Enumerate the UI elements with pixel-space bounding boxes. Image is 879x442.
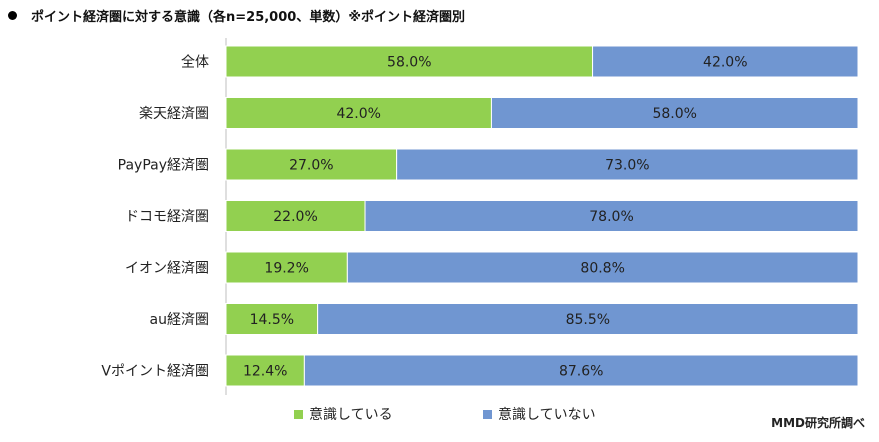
bar-segment-aware bbox=[225, 45, 594, 78]
chart-title-text: ポイント経済圏に対する意識（各n=25,000、単数）※ポイント経済圏別 bbox=[31, 10, 465, 25]
data-label: 42.0% bbox=[703, 55, 747, 71]
category-label: イオン経済圏 bbox=[125, 261, 209, 277]
bar-segment-aware bbox=[225, 251, 348, 284]
legend-label-unaware: 意識していない bbox=[498, 407, 596, 423]
bar-segment-unaware bbox=[364, 200, 859, 232]
bar-segment-unaware bbox=[396, 148, 859, 181]
data-label: 14.5% bbox=[250, 312, 294, 328]
bar-segment-unaware bbox=[303, 354, 859, 387]
data-label: 73.0% bbox=[605, 158, 649, 174]
category-label: 全体 bbox=[181, 54, 209, 71]
data-label: 19.2% bbox=[264, 261, 308, 277]
legend-swatch-unaware bbox=[483, 409, 493, 419]
bar-segment-unaware bbox=[490, 97, 859, 129]
data-label: 87.6% bbox=[559, 364, 603, 380]
data-label: 58.0% bbox=[652, 106, 696, 122]
data-label: 22.0% bbox=[273, 209, 317, 225]
chart-title: ポイント経済圏に対する意識（各n=25,000、単数）※ポイント経済圏別 bbox=[8, 6, 465, 25]
legend-item-aware: 意識している bbox=[294, 404, 393, 424]
bar-segment-aware bbox=[225, 354, 305, 387]
data-label: 85.5% bbox=[566, 312, 610, 328]
category-label: au経済圏 bbox=[150, 312, 209, 328]
legend-swatch-aware bbox=[294, 409, 303, 419]
category-label: Vポイント経済圏 bbox=[101, 364, 209, 380]
bar-segment-unaware bbox=[592, 45, 859, 78]
category-label: ドコモ経済圏 bbox=[125, 209, 209, 225]
category-label: PayPay経済圏 bbox=[118, 158, 209, 174]
data-label: 78.0% bbox=[589, 209, 633, 225]
bar-segment-aware bbox=[225, 148, 398, 181]
legend: 意識している 意識していない bbox=[294, 404, 682, 424]
category-label: 楽天経済圏 bbox=[139, 106, 209, 122]
bullet-icon bbox=[8, 11, 17, 20]
legend-label-aware: 意識している bbox=[309, 407, 393, 423]
data-label: 58.0% bbox=[387, 55, 431, 71]
bar-segment-aware bbox=[225, 303, 319, 335]
source-note: MMD研究所調べ bbox=[771, 416, 865, 430]
bar-segment-aware bbox=[225, 97, 492, 129]
bar-segment-unaware bbox=[317, 303, 859, 335]
legend-item-unaware: 意識していない bbox=[483, 404, 596, 424]
data-label: 12.4% bbox=[243, 364, 287, 380]
data-label: 27.0% bbox=[289, 158, 333, 174]
data-label: 42.0% bbox=[336, 106, 380, 122]
data-label: 80.8% bbox=[580, 261, 624, 277]
bar-segment-unaware bbox=[346, 251, 859, 284]
